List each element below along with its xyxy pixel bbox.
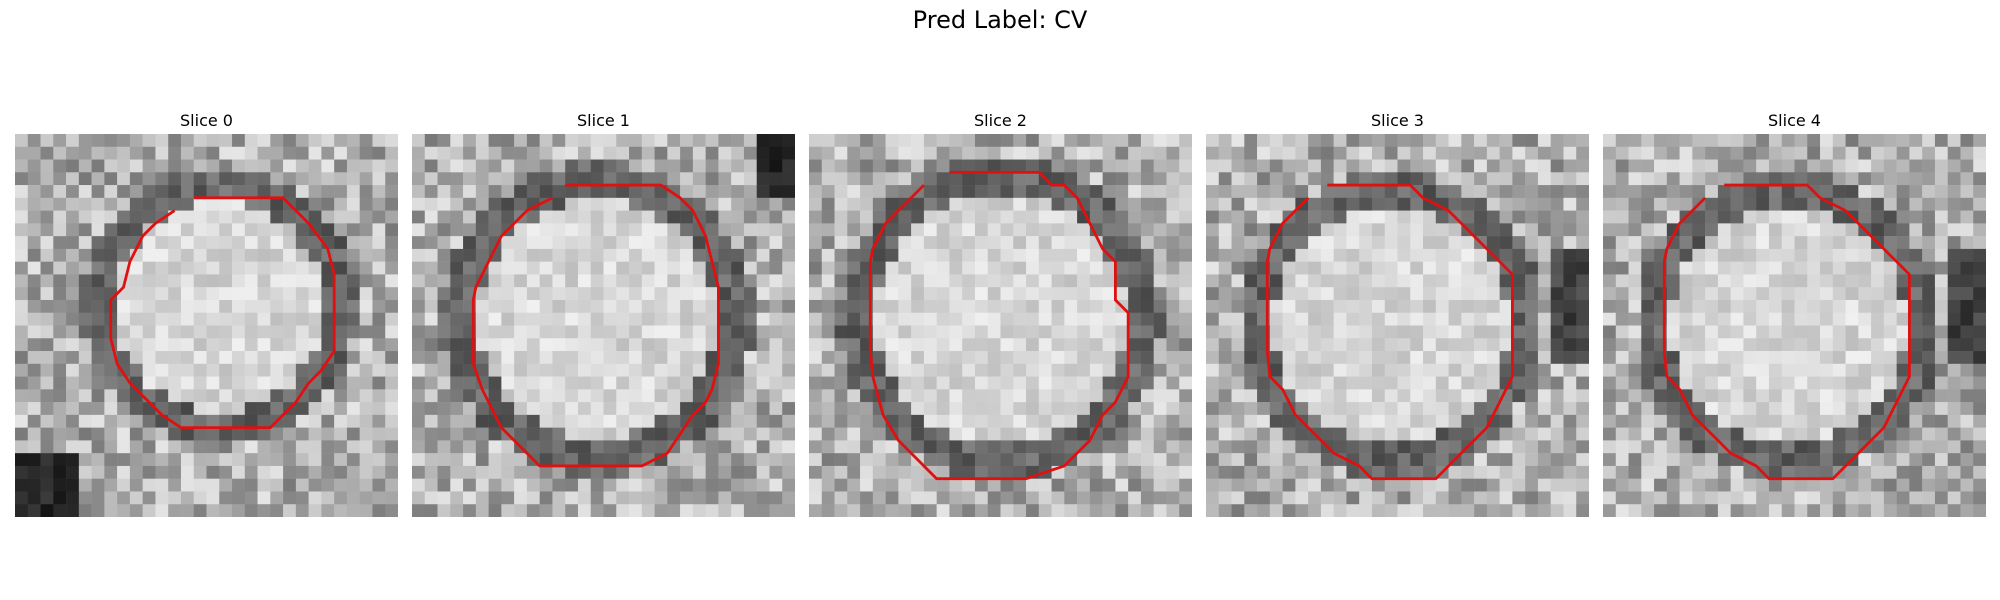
grayscale-pixels <box>1206 134 1589 517</box>
grayscale-pixels <box>1603 134 1986 517</box>
slice-image <box>1206 134 1589 517</box>
slice-image <box>1603 134 1986 517</box>
slice-panel-1: Slice 1 <box>412 108 795 517</box>
contour-outline <box>1265 183 1514 481</box>
figure-title: Pred Label: CV <box>912 6 1088 34</box>
grayscale-pixels <box>15 134 398 517</box>
slice-title: Slice 2 <box>974 111 1027 130</box>
slice-panel-0: Slice 0 <box>15 108 398 517</box>
contour-outline <box>868 170 1130 481</box>
slice-panel-2: Slice 2 <box>809 108 1192 517</box>
slice-title: Slice 0 <box>180 111 233 130</box>
contour-outline <box>471 183 720 468</box>
slice-panel-4: Slice 4 <box>1603 108 1986 517</box>
slice-image <box>809 134 1192 517</box>
slice-title: Slice 4 <box>1768 111 1821 130</box>
contour-outline <box>109 196 336 430</box>
slice-panel-3: Slice 3 <box>1206 108 1589 517</box>
contour-outline <box>1662 183 1911 481</box>
slice-title: Slice 3 <box>1371 111 1424 130</box>
slice-image <box>15 134 398 517</box>
slice-title: Slice 1 <box>577 111 630 130</box>
grayscale-pixels <box>809 134 1192 517</box>
slice-image <box>412 134 795 517</box>
grayscale-pixels <box>412 134 795 517</box>
